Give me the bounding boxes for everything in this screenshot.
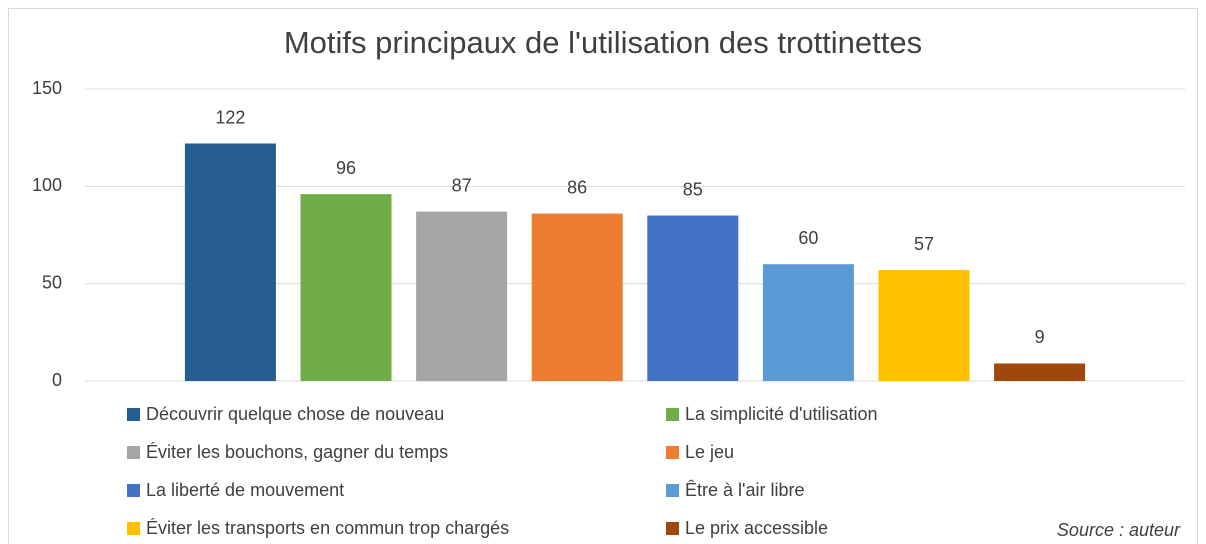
- legend-swatch: [666, 408, 679, 421]
- data-label: 87: [452, 175, 472, 195]
- source-note: Source : auteur: [1057, 520, 1181, 540]
- legend-label: Éviter les transports en commun trop cha…: [146, 518, 509, 538]
- bar: [184, 143, 276, 381]
- legend-label: Découvrir quelque chose de nouveau: [146, 404, 444, 424]
- legend-label: Le prix accessible: [685, 518, 828, 538]
- data-label: 86: [567, 177, 587, 197]
- bar: [300, 194, 392, 381]
- data-label: 96: [336, 158, 356, 178]
- legend-label: La simplicité d'utilisation: [685, 404, 878, 424]
- bar: [647, 215, 739, 381]
- data-label: 9: [1035, 327, 1045, 347]
- data-label: 57: [914, 234, 934, 254]
- bar: [416, 211, 508, 381]
- legend-swatch: [666, 446, 679, 459]
- legend-swatch: [666, 522, 679, 535]
- y-tick-label: 150: [32, 78, 62, 98]
- legend-swatch: [127, 446, 140, 459]
- legend-label: Le jeu: [685, 442, 734, 462]
- legend-swatch: [127, 522, 140, 535]
- legend-swatch: [127, 408, 140, 421]
- legend-label: Éviter les bouchons, gagner du temps: [146, 442, 448, 462]
- y-tick-label: 100: [32, 175, 62, 195]
- legend-label: Être à l'air libre: [685, 480, 804, 500]
- legend-swatch: [127, 484, 140, 497]
- data-label: 85: [683, 179, 703, 199]
- bar: [531, 213, 623, 381]
- y-tick-label: 50: [42, 272, 62, 292]
- legend-label: La liberté de mouvement: [146, 480, 344, 500]
- data-label: 122: [215, 107, 245, 127]
- y-tick-label: 0: [52, 370, 62, 390]
- legend-swatch: [666, 484, 679, 497]
- bar: [994, 363, 1086, 381]
- chart-title: Motifs principaux de l'utilisation des t…: [284, 25, 922, 60]
- bar: [762, 264, 854, 381]
- data-label: 60: [798, 228, 818, 248]
- bar: [878, 270, 970, 381]
